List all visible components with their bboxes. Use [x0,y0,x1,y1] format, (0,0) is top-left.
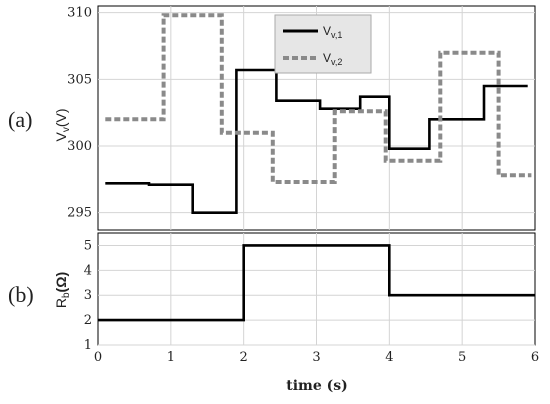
series-line-1 [105,68,528,214]
series-line-1 [98,244,535,322]
legend-box [274,14,372,74]
series-line-2 [105,13,532,184]
x-tick-label: 1 [167,350,175,365]
panel-a-ylabel-unit: (V) [53,108,69,127]
panel-b-ylabel: Rb(Ω) [53,272,72,308]
panel-b-ylabel-sub: b [61,292,72,298]
y-tick-label: 2 [84,313,92,328]
panel-label-a: (a) [8,107,32,132]
x-axis-label: time (s) [286,378,348,394]
y-tick-label: 3 [84,288,92,303]
x-tick-label: 4 [385,350,393,365]
legend-entry-v1-main: V [323,24,331,38]
y-tick-label: 1 [84,338,92,353]
x-tick-label: 2 [240,350,248,365]
legend-entry-v2-main: V [323,51,331,65]
panel-b-ylabel-unit: (Ω) [53,272,69,293]
y-tick-label: 295 [67,206,92,221]
panel-b-ylabel-main: R [53,298,69,308]
panel-a-ylabel-sub: v [61,127,72,132]
legend-entry-v2: Vv,2 [323,51,342,67]
legend-entry-v2-sub: v,2 [331,57,342,67]
legend-entry-v1-sub: v,1 [331,30,342,40]
x-tick-label: 3 [312,350,320,365]
y-tick-label: 5 [84,238,92,253]
panel-label-b: (b) [8,282,34,307]
x-tick-label: 5 [458,350,466,365]
panel-a-ylabel-main: V [53,132,69,142]
legend-entry-v1: Vv,1 [323,24,342,40]
y-tick-label: 310 [67,6,92,21]
x-tick-label: 0 [94,350,102,365]
y-tick-label: 4 [84,263,92,278]
y-tick-label: 300 [67,139,92,154]
x-tick-label: 6 [531,350,539,365]
legend: Vv,1 Vv,2 [274,14,372,74]
y-tick-label: 305 [67,72,92,87]
panel-a-ylabel: Vv(V) [53,108,72,141]
